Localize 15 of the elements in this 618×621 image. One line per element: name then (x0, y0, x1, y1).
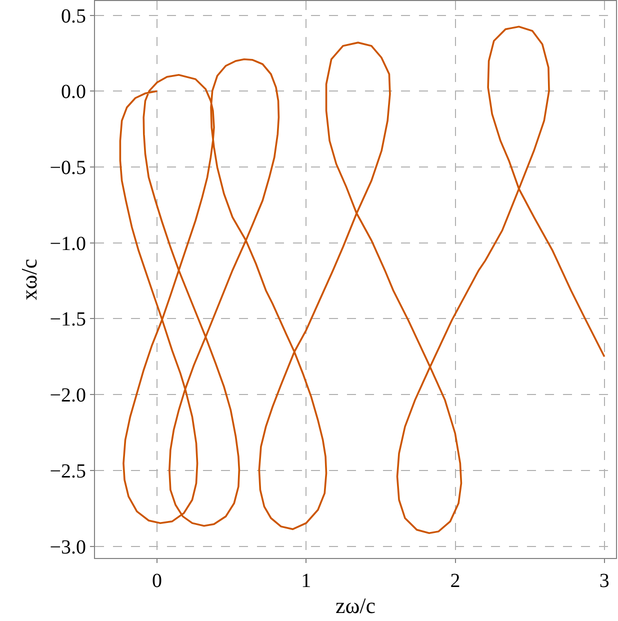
y-tick-label: 0.5 (61, 5, 86, 28)
x-tick-label: 3 (599, 570, 610, 592)
y-tick-label: −2.0 (50, 384, 86, 407)
y-tick-label: −0.5 (50, 156, 86, 179)
y-tick-label: −1.5 (50, 308, 86, 331)
line-series (119, 26, 606, 534)
y-tick-label: −1.0 (50, 232, 86, 255)
x-tick-label: 1 (301, 570, 312, 592)
y-axis-title: xω/c (16, 258, 42, 300)
y-tick-label: −3.0 (50, 536, 86, 558)
x-tick-label: 0 (152, 570, 162, 592)
x-tick-label: 2 (450, 570, 460, 592)
y-tick-label: −2.5 (50, 460, 86, 482)
x-axis-title: zω/c (335, 592, 376, 618)
y-tick-label: 0.0 (61, 81, 86, 104)
